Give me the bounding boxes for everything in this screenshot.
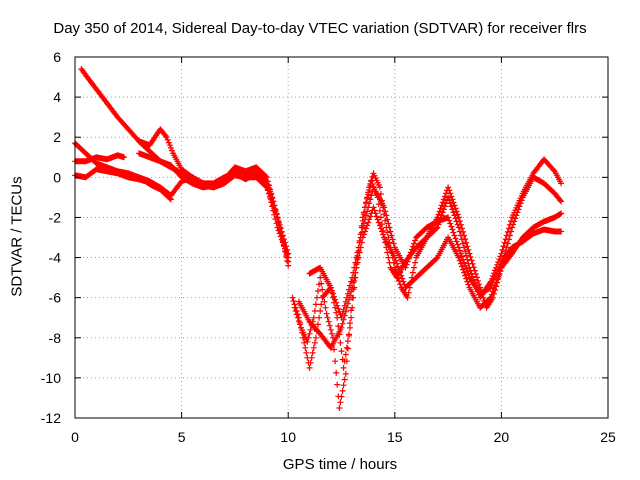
y-tick-label: 0 <box>53 169 61 185</box>
data-points <box>291 156 565 411</box>
series-layer <box>72 66 565 411</box>
y-tick-label: -12 <box>41 410 61 426</box>
grid-lines <box>75 57 608 418</box>
data-points <box>136 126 292 261</box>
y-tick-label: -8 <box>49 330 62 346</box>
y-tick-label: 6 <box>53 49 61 65</box>
data-points <box>136 150 292 257</box>
x-tick-label: 20 <box>494 429 510 445</box>
series-track-10 <box>306 184 565 321</box>
y-tick-label: 4 <box>53 89 61 105</box>
data-points <box>306 184 565 321</box>
plot-frame <box>74 56 609 419</box>
x-tick-label: 5 <box>178 429 186 445</box>
series-track-8 <box>291 156 565 411</box>
chart-title: Day 350 of 2014, Sidereal Day-to-day VTE… <box>53 20 587 37</box>
y-tick-label: -2 <box>49 209 62 225</box>
x-tick-label: 0 <box>71 429 79 445</box>
series-track-1 <box>78 66 292 265</box>
y-tick-label: 2 <box>53 129 61 145</box>
series-track-6 <box>136 126 292 261</box>
y-tick-label: -10 <box>41 370 61 386</box>
y-tick-label: -4 <box>49 250 62 266</box>
x-axis-label: GPS time / hours <box>282 456 398 473</box>
data-points <box>78 66 292 265</box>
x-tick-label: 25 <box>600 429 616 445</box>
x-tick-label: 10 <box>280 429 296 445</box>
x-tick-label: 15 <box>387 429 403 445</box>
y-tick-label: -6 <box>49 290 62 306</box>
series-track-5 <box>136 150 292 257</box>
